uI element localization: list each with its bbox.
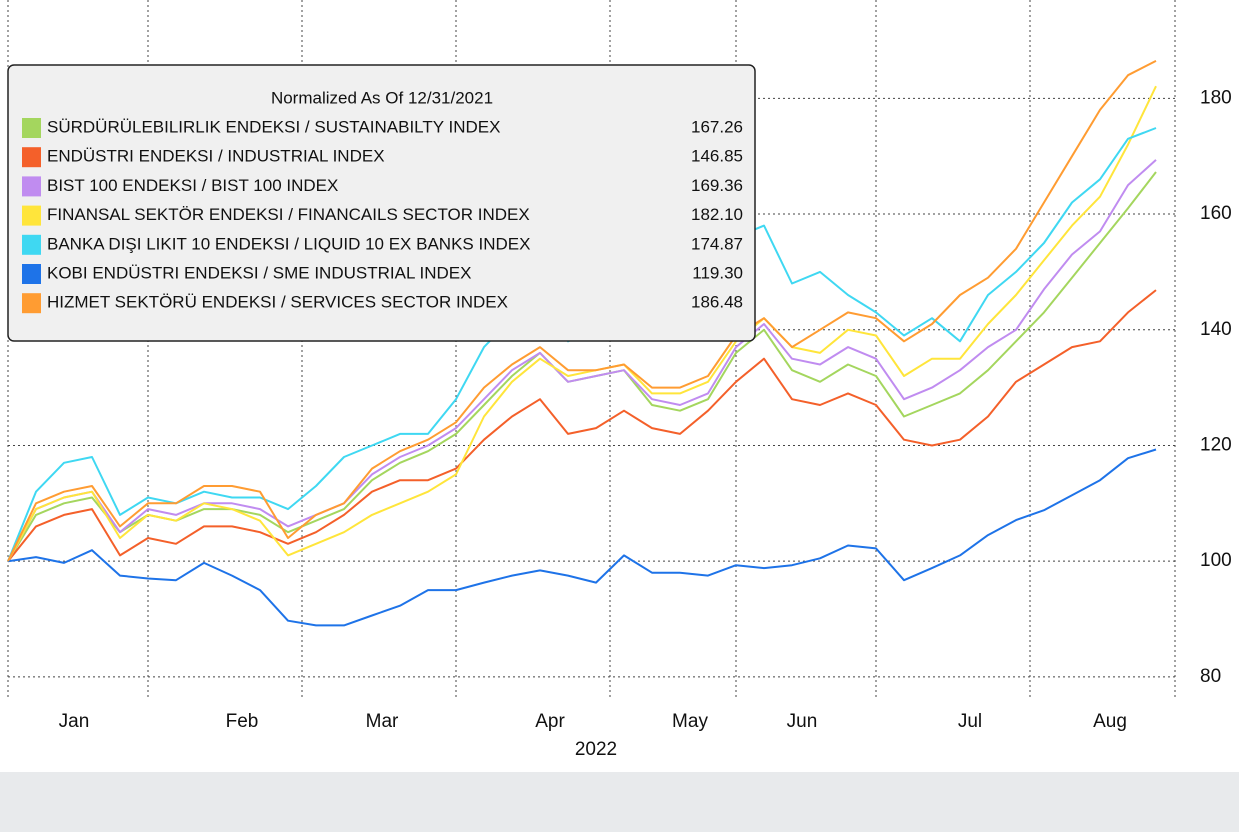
legend-swatch — [22, 176, 41, 197]
x-tick-label: May — [672, 711, 708, 732]
x-tick-label: Aug — [1093, 711, 1127, 732]
legend-label: ENDÜSTRI ENDEKSI / INDUSTRIAL INDEX — [47, 147, 385, 166]
grid: 80 100 120 140 160 180 Jan Feb Mar Apr May Jun Jul Au… — [8, 0, 1232, 732]
legend-swatch — [22, 293, 41, 314]
x-tick-label: Apr — [535, 711, 565, 732]
legend-label: HIZMET SEKTÖRÜ ENDEKSI / SERVICES SECTOR… — [47, 293, 508, 312]
y-tick-label: 160 — [1200, 203, 1232, 224]
legend-label: BANKA DIŞI LIKIT 10 ENDEKSI / LIQUID 10 … — [47, 234, 530, 253]
y-tick-label: 140 — [1200, 319, 1232, 340]
legend-swatch — [22, 205, 41, 226]
legend-swatch — [22, 118, 41, 138]
legend-value: 182.10 — [691, 205, 743, 224]
x-tick-label: Feb — [226, 711, 259, 732]
series-line — [7, 85, 1157, 562]
x-axis-label: 2022 — [575, 739, 617, 760]
series-line — [7, 289, 1157, 562]
y-tick-label: 100 — [1200, 550, 1232, 571]
legend-swatch — [22, 234, 41, 255]
footer-background — [0, 772, 1239, 832]
legend-value: 167.26 — [691, 117, 743, 136]
legend-swatch — [22, 264, 41, 284]
y-tick-label: 180 — [1200, 87, 1232, 108]
legend: Normalized As Of 12/31/2021 SÜRDÜRÜLEBILI… — [22, 88, 743, 314]
legend-box — [7, 64, 756, 342]
legend-swatch — [22, 147, 41, 168]
series-line — [7, 60, 1157, 562]
legend-label: BIST 100 ENDEKSI / BIST 100 INDEX — [47, 176, 338, 195]
y-tick-label: 120 — [1200, 434, 1232, 455]
lines — [7, 60, 1157, 627]
legend-value: 186.48 — [691, 293, 743, 312]
legend-value: 146.85 — [691, 147, 743, 166]
y-tick-label: 80 — [1200, 666, 1221, 687]
x-tick-label: Jan — [59, 711, 90, 732]
x-tick-label: Jun — [787, 711, 818, 732]
legend-title: Normalized As Of 12/31/2021 — [271, 88, 493, 107]
x-tick-label: Mar — [366, 711, 399, 732]
legend-label: SÜRDÜRÜLEBILIRLIK ENDEKSI / SUSTAINABILT… — [47, 117, 500, 136]
legend-label: FINANSAL SEKTÖR ENDEKSI / FINANCAILS SEC… — [47, 205, 530, 224]
legend-label: KOBI ENDÜSTRI ENDEKSI / SME INDUSTRIAL I… — [47, 263, 471, 282]
legend-value: 174.87 — [691, 234, 743, 253]
x-tick-label: Jul — [958, 711, 982, 732]
series-line — [7, 448, 1157, 627]
legend-value: 169.36 — [691, 176, 743, 195]
legend-value: 119.30 — [692, 263, 743, 282]
